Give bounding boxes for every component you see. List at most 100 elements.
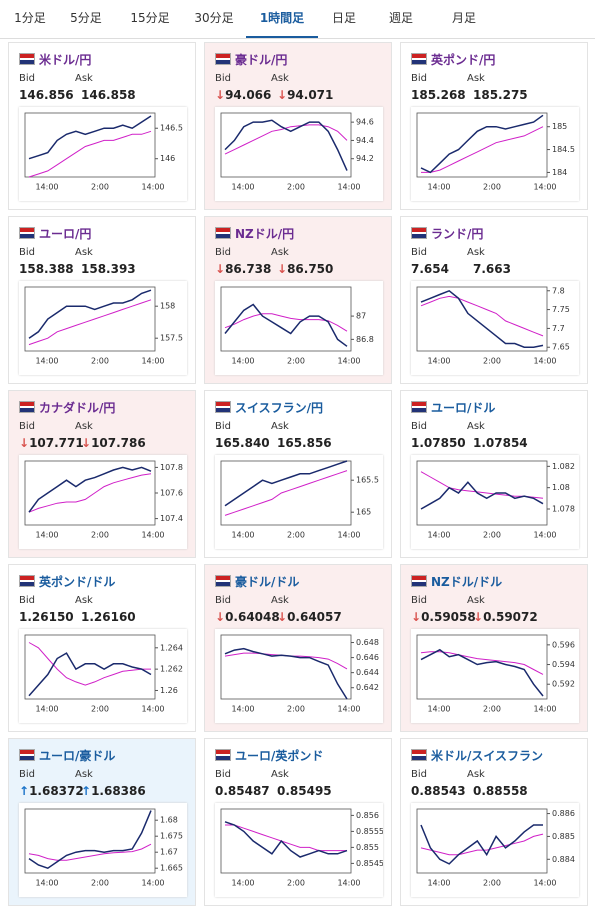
- currency-panel[interactable]: ユーロ/円 Bid Ask 158.388 158.393 157.5 158 14:00 2:…: [8, 216, 196, 384]
- y-tick-label: 86.8: [356, 335, 374, 344]
- trend-arrow: ↑: [81, 784, 92, 798]
- x-tick-label: 2:00: [287, 357, 305, 366]
- ask-text: 1.68386: [91, 784, 146, 798]
- ask-value: ↓94.071: [277, 88, 333, 102]
- y-tick-label: 0.646: [356, 653, 379, 662]
- currency-panel[interactable]: カナダドル/円 Bid Ask ↓107.771 ↓107.786 107.4 107.6 1…: [8, 390, 196, 558]
- currency-panel[interactable]: スイスフラン/円 Bid Ask 165.840 165.856 165 165.5 14:0…: [204, 390, 392, 558]
- currency-panel[interactable]: NZドル/円 Bid Ask ↓86.738 ↓86.750 86.8 87 14:00 2:0…: [204, 216, 392, 384]
- y-tick-label: 184: [552, 168, 567, 177]
- close-line: [224, 821, 348, 858]
- mini-chart: 1.665 1.67 1.675 1.68 14:00 2:00 14:00: [19, 803, 187, 897]
- pair-title[interactable]: スイスフラン/円: [235, 401, 324, 415]
- bid-text: 0.59058: [421, 610, 476, 624]
- tab[interactable]: 月足: [451, 11, 476, 25]
- pair-title[interactable]: ユーロ/英ポンド: [235, 749, 324, 763]
- currency-panel[interactable]: 米ドル/円 Bid Ask 146.856 146.858 146 146.5 14:00 2:…: [8, 42, 196, 210]
- flag-icon: [19, 227, 35, 239]
- pair-title[interactable]: ランド/円: [431, 227, 484, 241]
- y-tick-label: 107.8: [160, 463, 183, 472]
- pair-title[interactable]: 米ドル/スイスフラン: [431, 749, 544, 763]
- pair-title[interactable]: カナダドル/円: [39, 401, 116, 415]
- flag-icon: [19, 53, 35, 65]
- x-tick-label: 2:00: [91, 879, 109, 888]
- y-tick-label: 165.5: [356, 476, 379, 485]
- pair-title[interactable]: 英ポンド/円: [431, 53, 496, 67]
- y-tick-label: 0.592: [552, 680, 575, 689]
- mini-chart: 86.8 87 14:00 2:00 14:00: [215, 281, 383, 375]
- bid-text: 185.268: [411, 88, 466, 102]
- plot-frame: [220, 286, 352, 352]
- bid-label: Bid: [19, 73, 35, 84]
- tab[interactable]: 日足: [331, 11, 356, 25]
- pair-title[interactable]: 豪ドル/円: [235, 53, 288, 67]
- currency-panel[interactable]: 豪ドル/ドル Bid Ask ↓0.64048 ↓0.64057 0.642 0.644 0.…: [204, 564, 392, 732]
- tab[interactable]: 週足: [388, 11, 413, 25]
- y-tick-label: 146: [160, 154, 175, 163]
- currency-panel[interactable]: ユーロ/ドル Bid Ask 1.07850 1.07854 1.078 1.08 1.082…: [400, 390, 588, 558]
- currency-panel[interactable]: NZドル/ドル Bid Ask ↓0.59058 ↓0.59072 0.592 0.594 0…: [400, 564, 588, 732]
- tab[interactable]: 1分足: [14, 11, 46, 25]
- x-tick-label: 14:00: [533, 705, 556, 714]
- tab[interactable]: 15分足: [130, 11, 170, 25]
- y-tick-label: 0.648: [356, 638, 379, 647]
- x-tick-label: 14:00: [533, 879, 556, 888]
- trend-arrow: ↓: [411, 610, 422, 624]
- tab-bar: 1分足 5分足 15分足 30分足 1時間足 日足 週足 月足: [0, 0, 595, 39]
- pair-title[interactable]: 豪ドル/ドル: [235, 575, 300, 589]
- pair-title[interactable]: ユーロ/円: [39, 227, 92, 241]
- trend-arrow: ↓: [215, 88, 226, 102]
- ask-text: 0.88558: [473, 784, 528, 798]
- y-tick-label: 7.7: [552, 324, 565, 333]
- currency-panel[interactable]: 豪ドル/円 Bid Ask ↓94.066 ↓94.071 94.2 94.4 94.6 14:…: [204, 42, 392, 210]
- y-tick-label: 0.855: [356, 843, 379, 852]
- currency-panel[interactable]: 英ポンド/円 Bid Ask 185.268 185.275 184 184.5 185 14:…: [400, 42, 588, 210]
- tab[interactable]: 5分足: [70, 11, 102, 25]
- tab[interactable]: 1時間足: [246, 0, 318, 38]
- currency-panel[interactable]: 英ポンド/ドル Bid Ask 1.26150 1.26160 1.26 1.262 1.26…: [8, 564, 196, 732]
- y-tick-label: 1.675: [160, 832, 183, 841]
- pair-title[interactable]: NZドル/円: [235, 227, 295, 241]
- flag-icon: [215, 227, 231, 239]
- trend-arrow: ↓: [277, 88, 288, 102]
- pair-title[interactable]: 米ドル/円: [39, 53, 92, 67]
- currency-panel[interactable]: 米ドル/スイスフラン Bid Ask 0.88543 0.88558 0.884 0.885…: [400, 738, 588, 906]
- ask-text: 1.26160: [81, 610, 136, 624]
- x-tick-label: 14:00: [533, 357, 556, 366]
- plot-frame: [220, 634, 352, 700]
- bid-value: 1.26150: [19, 610, 74, 624]
- bid-label: Bid: [411, 247, 427, 258]
- plot-frame: [24, 286, 156, 352]
- close-line: [224, 647, 348, 700]
- ma-line: [224, 470, 348, 516]
- ma-line: [420, 833, 544, 856]
- currency-panel[interactable]: ユーロ/英ポンド Bid Ask 0.85487 0.85495 0.8545 0.855 0…: [204, 738, 392, 906]
- y-tick-label: 7.65: [552, 343, 570, 352]
- x-tick-label: 14:00: [337, 705, 360, 714]
- pair-title[interactable]: ユーロ/ドル: [431, 401, 496, 415]
- plot-frame: [416, 460, 548, 526]
- x-tick-label: 2:00: [287, 183, 305, 192]
- flag-icon: [411, 575, 427, 587]
- x-tick-label: 14:00: [231, 183, 254, 192]
- ma-line: [28, 130, 152, 178]
- x-tick-label: 2:00: [91, 705, 109, 714]
- tab[interactable]: 30分足: [194, 11, 234, 25]
- ask-label: Ask: [271, 73, 289, 84]
- x-tick-label: 14:00: [337, 879, 360, 888]
- bid-text: 1.07850: [411, 436, 466, 450]
- pair-title[interactable]: 英ポンド/ドル: [39, 575, 116, 589]
- ask-label: Ask: [271, 421, 289, 432]
- y-tick-label: 1.082: [552, 462, 575, 471]
- x-tick-label: 14:00: [533, 531, 556, 540]
- pair-title[interactable]: NZドル/ドル: [431, 575, 503, 589]
- ma-line: [421, 126, 544, 173]
- currency-panel[interactable]: ユーロ/豪ドル Bid Ask ↑1.68372 ↑1.68386 1.665 1.67 1.…: [8, 738, 196, 906]
- mini-chart: 146 146.5 14:00 2:00 14:00: [19, 107, 187, 201]
- bid-label: Bid: [19, 595, 35, 606]
- y-tick-label: 87: [356, 312, 366, 321]
- pair-title[interactable]: ユーロ/豪ドル: [39, 749, 116, 763]
- close-line: [420, 824, 543, 865]
- currency-panel[interactable]: ランド/円 Bid Ask 7.654 7.663 7.65 7.7 7.75 7.8 14:00…: [400, 216, 588, 384]
- bid-label: Bid: [215, 769, 231, 780]
